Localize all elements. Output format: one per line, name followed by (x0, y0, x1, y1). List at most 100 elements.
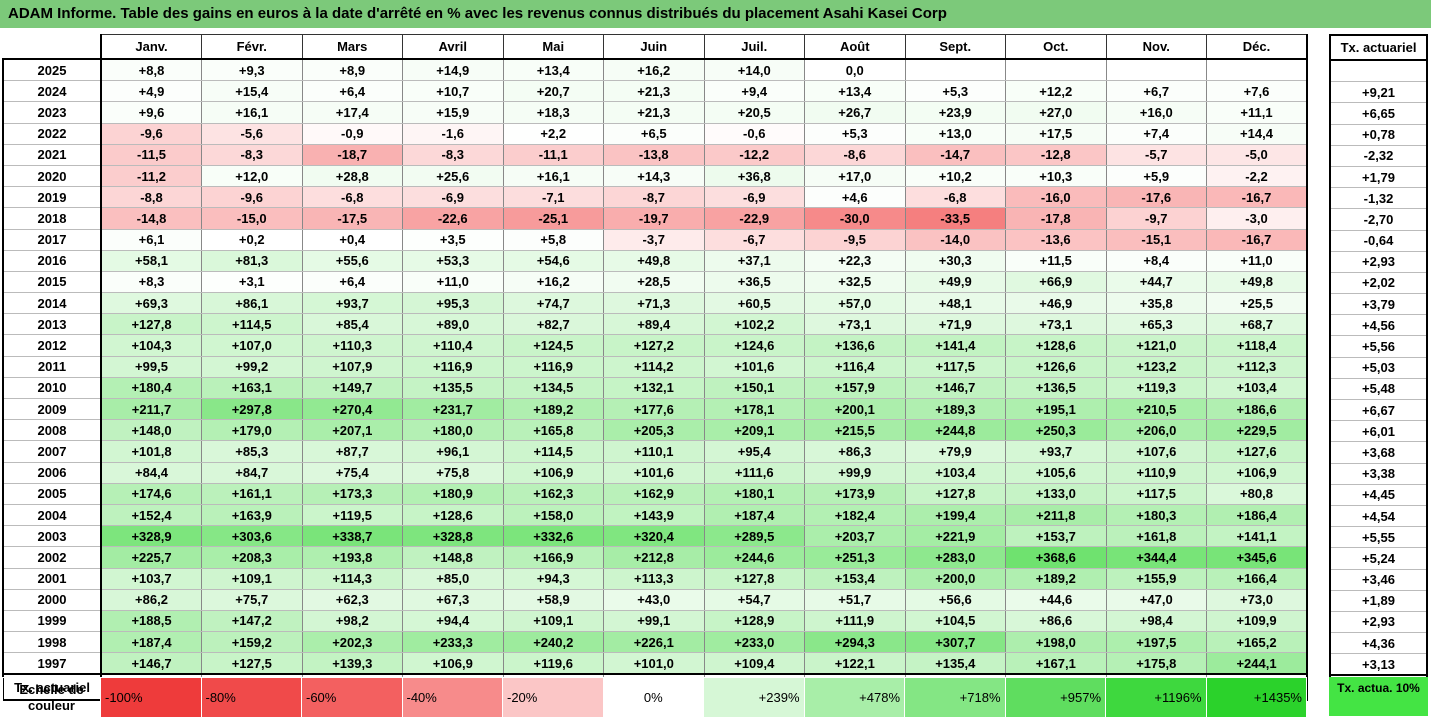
value-cell: -14,8 (101, 207, 202, 230)
value-cell: +180,9 (402, 483, 504, 505)
value-cell: -1,6 (402, 123, 504, 145)
value-cell: +95,3 (402, 292, 504, 315)
rate-cell: +1,89 (1329, 590, 1428, 612)
rate-row: +5,24 (1329, 547, 1428, 570)
table-row: 2025 +8,8 +9,3 +8,9 +14,9 +13,4 +16,2 +14,0 0,0 (2, 59, 1308, 82)
year-label: 2023 (2, 101, 102, 124)
rate-row: +5,03 (1329, 357, 1428, 379)
value-cell: +244,8 (905, 419, 1006, 442)
year-label: 2015 (2, 271, 102, 294)
value-cell: +187,4 (101, 631, 202, 654)
rate-row: +2,02 (1329, 272, 1428, 295)
scale-step: -80% (200, 677, 302, 718)
table-row: 2018 -14,8 -15,0 -17,5 -22,6 -25,1 -19,7 -22,9-… (2, 207, 1308, 230)
value-cell: +141,1 (1206, 525, 1308, 548)
value-cell: +68,7 (1206, 313, 1308, 336)
value-cell: +294,3 (804, 631, 906, 654)
scale-step: +478% (803, 677, 905, 718)
value-cell: +231,7 (402, 398, 504, 421)
value-cell: +102,2 (704, 313, 805, 336)
value-cell: +158,0 (503, 504, 604, 527)
value-cell: +128,6 (402, 504, 504, 527)
value-cell: +7,6 (1206, 80, 1308, 103)
value-cell: -8,3 (201, 144, 303, 166)
value-cell: +127,8 (101, 313, 202, 336)
value-cell: +16,1 (503, 165, 604, 188)
rate-cell: +5,55 (1329, 526, 1428, 549)
value-cell: +270,4 (302, 398, 403, 421)
rate-cell: +4,56 (1329, 314, 1428, 337)
value-cell: +13,4 (804, 80, 906, 103)
month-header-row: Janv. Févr. Mars Avril Mai Juin Juil. Août Sept.… (3, 34, 1308, 60)
rate-row: +3,68 (1329, 441, 1428, 464)
value-cell: +56,6 (905, 589, 1006, 611)
value-cell: +87,7 (302, 440, 403, 463)
value-cell: -6,7 (704, 229, 805, 251)
value-cell: +51,7 (804, 589, 906, 611)
value-cell: +6,4 (302, 271, 403, 294)
value-cell: -11,2 (101, 165, 202, 188)
value-cell: +124,6 (704, 334, 805, 357)
rate-row (1329, 60, 1428, 83)
value-cell: +127,2 (603, 334, 705, 357)
rate-row: +6,01 (1329, 420, 1428, 443)
rate-cell: +4,36 (1329, 632, 1428, 655)
value-cell: -16,7 (1206, 186, 1308, 209)
value-cell: +209,1 (704, 419, 805, 442)
value-cell: +14,4 (1206, 123, 1308, 145)
value-cell: +101,0 (603, 652, 705, 675)
value-cell: +303,6 (201, 525, 303, 548)
value-cell: +14,3 (603, 165, 705, 188)
value-cell: +127,5 (201, 652, 303, 675)
value-cell: +14,0 (704, 59, 805, 82)
value-cell: +161,8 (1106, 525, 1207, 548)
table-row: 2002 +225,7 +208,3 +193,8 +148,8 +166,9 +212,8… (2, 546, 1308, 569)
value-cell: +17,0 (804, 165, 906, 188)
value-cell: +17,5 (1005, 123, 1107, 145)
value-cell: +107,9 (302, 356, 403, 378)
scale-step: +1435% (1205, 677, 1307, 718)
value-cell: +6,5 (603, 123, 705, 145)
rate-cell: -2,32 (1329, 145, 1428, 167)
value-cell: +135,5 (402, 377, 504, 400)
table-row: 2009 +211,7 +297,8 +270,4 +231,7 +189,2 +177,6… (2, 398, 1308, 421)
value-cell: +205,3 (603, 419, 705, 442)
scale-step: +1196% (1105, 677, 1207, 718)
value-cell: +175,8 (1106, 652, 1207, 675)
value-cell: +36,8 (704, 165, 805, 188)
year-label: 2006 (2, 462, 102, 484)
value-cell: +207,1 (302, 419, 403, 442)
value-cell: +57,0 (804, 292, 906, 315)
year-label: 2009 (2, 398, 102, 421)
value-cell: +96,1 (402, 440, 504, 463)
value-cell: -17,6 (1106, 186, 1207, 209)
value-cell: +105,6 (1005, 462, 1107, 484)
value-cell: +58,1 (101, 250, 202, 272)
value-cell: +215,5 (804, 419, 906, 442)
value-cell: +37,1 (704, 250, 805, 272)
value-cell: +8,8 (101, 59, 202, 82)
rate-row: +4,36 (1329, 632, 1428, 655)
value-cell: +85,4 (302, 313, 403, 336)
value-cell: +113,3 (603, 568, 705, 590)
value-cell: +345,6 (1206, 546, 1308, 569)
value-cell: +110,4 (402, 334, 504, 357)
rate-cell: +9,21 (1329, 81, 1428, 104)
value-cell: +123,2 (1106, 356, 1207, 378)
table-row: 2007 +101,8 +85,3 +87,7 +96,1 +114,5 +110,1 +95… (2, 440, 1308, 463)
table-row: 2006 +84,4 +84,7 +75,4 +75,8 +106,9 +101,6 +111… (2, 462, 1308, 484)
table-row: 2005 +174,6 +161,1 +173,3 +180,9 +162,3 +162,9… (2, 483, 1308, 505)
value-cell: +54,7 (704, 589, 805, 611)
value-cell: +114,2 (603, 356, 705, 378)
scale-step: +957% (1004, 677, 1106, 718)
value-cell: +109,9 (1206, 610, 1308, 633)
value-cell: +119,3 (1106, 377, 1207, 400)
value-cell: +89,0 (402, 313, 504, 336)
rate-cell: +2,02 (1329, 272, 1428, 295)
value-cell: +3,5 (402, 229, 504, 251)
value-cell: -0,9 (302, 123, 403, 145)
value-cell: -6,9 (704, 186, 805, 209)
value-cell: +166,4 (1206, 568, 1308, 590)
value-cell: +186,6 (1206, 398, 1308, 421)
value-cell (1005, 59, 1107, 82)
